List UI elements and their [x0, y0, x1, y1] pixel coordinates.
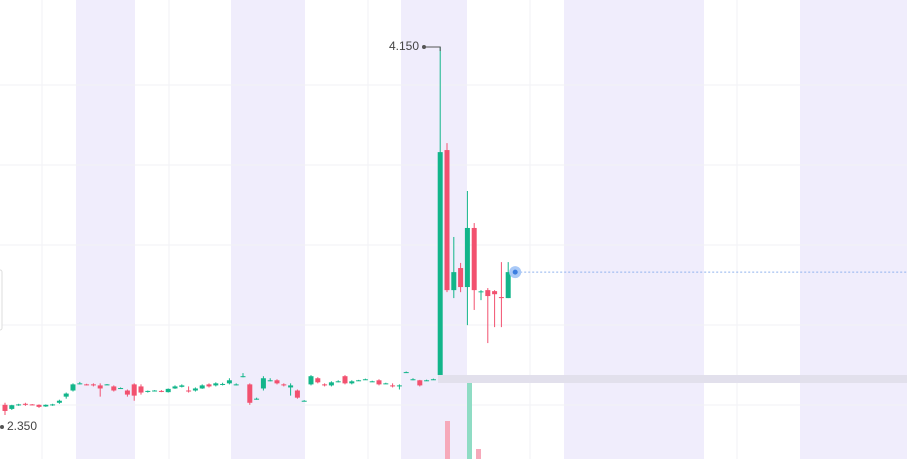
candle-body	[505, 272, 511, 299]
candle-body	[233, 384, 239, 386]
candle-body	[43, 404, 49, 407]
candle-body	[281, 384, 287, 386]
candle-body	[165, 388, 171, 393]
band	[564, 0, 704, 459]
candle-body	[50, 404, 56, 406]
candle-body	[471, 227, 477, 291]
candle-body	[124, 390, 130, 395]
candle-body	[84, 384, 90, 386]
candle-body	[172, 386, 178, 389]
candle-body	[444, 150, 450, 291]
high-label: 4.150	[389, 39, 419, 53]
candle-body	[464, 227, 470, 288]
candle-body	[22, 403, 28, 405]
candle-body	[288, 385, 294, 388]
candle-body	[104, 384, 110, 386]
low-label: 2.350	[7, 419, 37, 433]
candle-body	[70, 384, 76, 391]
candle-body	[335, 381, 341, 383]
candle-body	[260, 378, 266, 389]
candle-body	[328, 382, 334, 386]
range-band	[438, 375, 907, 383]
candle-body	[179, 385, 185, 387]
candle-body	[240, 376, 246, 378]
candle-body	[437, 152, 443, 375]
candle-body	[383, 383, 389, 385]
candle-body	[267, 380, 273, 382]
candle-body	[376, 380, 382, 385]
candle-body	[485, 290, 491, 297]
candle-body	[294, 390, 300, 398]
candle-body	[213, 383, 219, 386]
candle-body	[362, 379, 368, 381]
candle-body	[403, 372, 409, 374]
candle-body	[342, 376, 348, 384]
candle-body	[349, 381, 355, 384]
candle-body	[152, 390, 158, 392]
candle-body	[77, 383, 83, 385]
candle-body	[390, 385, 396, 387]
candle-body	[131, 384, 137, 396]
candle-body	[308, 376, 314, 385]
side-handle	[0, 269, 3, 331]
session-bands	[76, 0, 907, 459]
candle-body	[111, 386, 117, 391]
low-dot	[0, 425, 4, 430]
candle-body	[430, 379, 436, 381]
plot: 4.150 2.350	[0, 39, 907, 433]
candle-body	[492, 291, 498, 295]
candle-body	[145, 390, 151, 392]
volume-bar	[476, 449, 481, 459]
candle-body	[417, 380, 423, 386]
candle-body	[410, 379, 416, 381]
candle-body	[254, 398, 260, 400]
candle-body	[186, 390, 192, 392]
candle-body	[322, 384, 328, 386]
candle-body	[206, 384, 212, 387]
candle-body	[424, 380, 430, 382]
candle-body	[301, 400, 307, 402]
candle-body	[97, 385, 103, 389]
band	[800, 0, 907, 459]
candle-body	[396, 385, 402, 387]
candle-body	[2, 404, 8, 411]
candle-body	[199, 385, 205, 389]
high-leader	[424, 46, 441, 52]
candle-body	[478, 291, 484, 293]
candle-body	[36, 404, 42, 407]
candle-body	[16, 404, 22, 406]
high-dot	[422, 45, 426, 50]
volume-bar	[467, 383, 472, 459]
candle-body	[220, 383, 226, 385]
candle-body	[226, 380, 232, 384]
candle-body	[118, 388, 124, 390]
band	[401, 0, 467, 459]
candle-body	[192, 388, 198, 391]
last-price-dot	[512, 269, 518, 275]
candle-body	[274, 380, 280, 384]
candle-body	[9, 405, 15, 409]
candle-body	[138, 386, 144, 393]
candle-body	[356, 380, 362, 382]
volume-bar	[445, 421, 450, 459]
candle-body	[458, 268, 464, 288]
candle-body	[498, 297, 504, 299]
candle-body	[315, 378, 321, 383]
candle-body	[369, 381, 375, 383]
candle-body	[29, 404, 35, 406]
candle-body	[90, 384, 96, 386]
candle-body	[247, 384, 253, 403]
candle-body	[63, 393, 69, 397]
band	[231, 0, 305, 459]
band	[76, 0, 135, 459]
candle-body	[56, 400, 62, 403]
candle-body	[158, 390, 164, 392]
candle-body	[451, 272, 457, 291]
